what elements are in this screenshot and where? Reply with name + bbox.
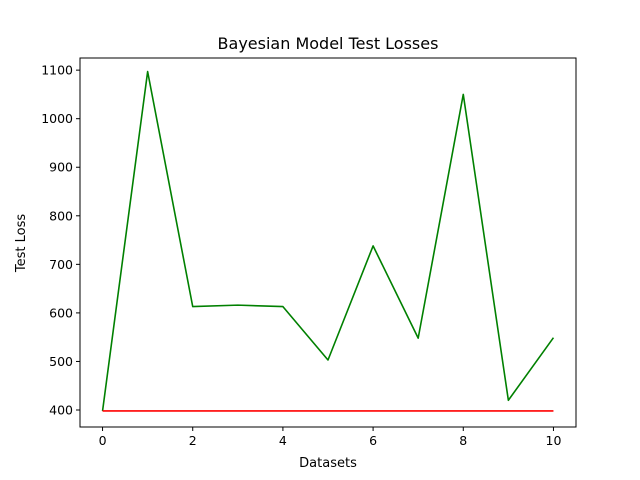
y-axis-ticks: 400 500 600 700 800 900 1000 1100 [41, 63, 80, 418]
y-tick-label: 900 [49, 160, 73, 175]
y-tick-label: 500 [49, 354, 73, 369]
series-layer [101, 70, 555, 412]
y-tick-label: 1000 [41, 111, 73, 126]
plot-frame [79, 57, 577, 428]
x-axis-label: Datasets [299, 456, 357, 471]
x-axis-ticks: 0 2 4 6 8 10 [99, 427, 562, 448]
chart-title: Bayesian Model Test Losses [218, 34, 439, 53]
x-tick-label: 0 [99, 433, 107, 448]
x-tick-label: 4 [279, 433, 287, 448]
x-tick-label: 10 [546, 433, 562, 448]
series-line-1 [101, 70, 555, 412]
y-axis-label: Test Loss [14, 214, 29, 273]
x-tick-label: 8 [459, 433, 467, 448]
x-tick-label: 6 [369, 433, 377, 448]
y-tick-label: 1100 [41, 63, 73, 78]
y-tick-label: 800 [49, 208, 73, 223]
x-tick-label: 2 [189, 433, 197, 448]
y-tick-label: 600 [49, 305, 73, 320]
y-tick-label: 400 [49, 403, 73, 418]
y-tick-label: 700 [49, 257, 73, 272]
